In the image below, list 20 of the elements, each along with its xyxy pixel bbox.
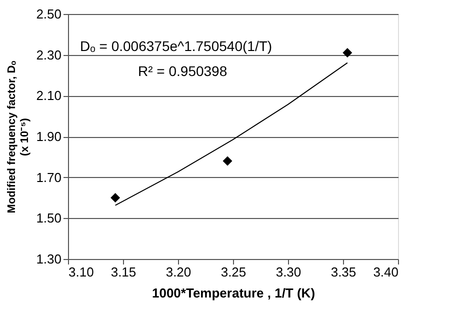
x-axis-title: 1000*Temperature , 1/T (K): [152, 286, 316, 300]
x-tick-label: 3.15: [110, 264, 136, 280]
y-tick-label: 2.30: [36, 47, 62, 62]
y-tick-label: 2.50: [36, 6, 62, 22]
text: Modified frequency factor, Dₒ: [6, 60, 18, 214]
line-series: [114, 62, 348, 206]
x-tick-label: 3.20: [166, 264, 192, 280]
annotation: Dₒ = 0.006375e^1.750540(1/T): [80, 38, 272, 54]
y-tick-label: 1.50: [36, 210, 62, 226]
y-tick-label: 1.90: [36, 129, 62, 144]
x-tick-label: 3.25: [220, 264, 246, 280]
x-tick-label: 3.30: [276, 264, 302, 280]
annotation: R² = 0.950398: [138, 63, 228, 79]
text: (x 10⁻⁵): [19, 118, 32, 156]
x-tick-label: 3.40: [373, 264, 398, 280]
x-tick-label: 3.35: [330, 264, 356, 280]
y-tick-label: 1.30: [36, 252, 62, 266]
y-tick-label: 1.70: [36, 170, 62, 185]
x-tick-label: 3.10: [68, 264, 94, 280]
y-tick-label: 2.10: [36, 88, 62, 104]
